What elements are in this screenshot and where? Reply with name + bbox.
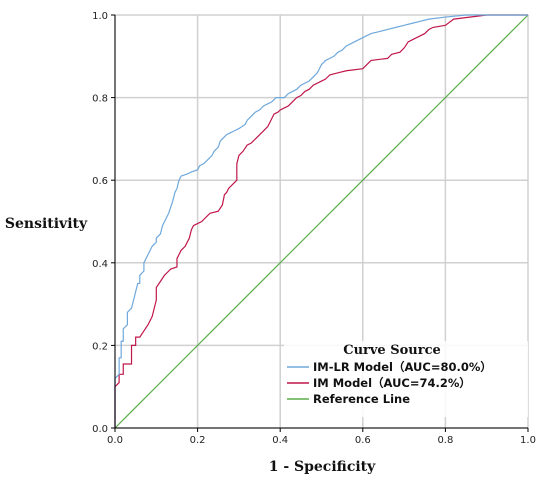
x-tick-label: 1.0: [520, 435, 536, 446]
y-axis-title: Sensitivity: [5, 216, 88, 232]
legend-label: Reference Line: [313, 392, 410, 406]
y-tick-label: 0.0: [92, 424, 108, 435]
y-tick-label: 0.2: [92, 341, 108, 352]
series-line-0: [114, 14, 528, 428]
x-tick-label: 0.8: [437, 435, 453, 446]
legend-label: IM Model（AUC=74.2%）: [313, 376, 471, 390]
series-line-1: [114, 14, 528, 428]
y-tick-label: 0.4: [92, 259, 108, 270]
x-tick-labels: 0.0 0.2 0.4 0.6 0.8 1.0: [107, 428, 536, 446]
x-tick-label: 0.0: [107, 435, 123, 446]
x-tick-label: 0.4: [272, 435, 288, 446]
series-line-2: [114, 14, 529, 429]
y-tick-label: 0.8: [92, 94, 108, 105]
x-axis-title: 1 - Specificity: [269, 459, 376, 475]
x-tick-label: 0.2: [190, 435, 206, 446]
legend: Curve Source IM-LR Model（AUC=80.0%） IM Mo…: [284, 341, 528, 417]
legend-label: IM-LR Model（AUC=80.0%）: [313, 360, 492, 374]
x-tick-label: 0.6: [355, 435, 371, 446]
y-tick-labels: 0.0 0.2 0.4 0.6 0.8 1.0: [92, 11, 115, 435]
legend-title: Curve Source: [343, 343, 441, 358]
y-tick-label: 1.0: [92, 11, 108, 22]
axes: [114, 15, 528, 429]
series-layer: [114, 14, 529, 429]
legend-box: [284, 341, 528, 417]
y-tick-label: 0.6: [92, 176, 108, 187]
legend-items: IM-LR Model（AUC=80.0%） IM Model（AUC=74.2%…: [287, 360, 492, 406]
